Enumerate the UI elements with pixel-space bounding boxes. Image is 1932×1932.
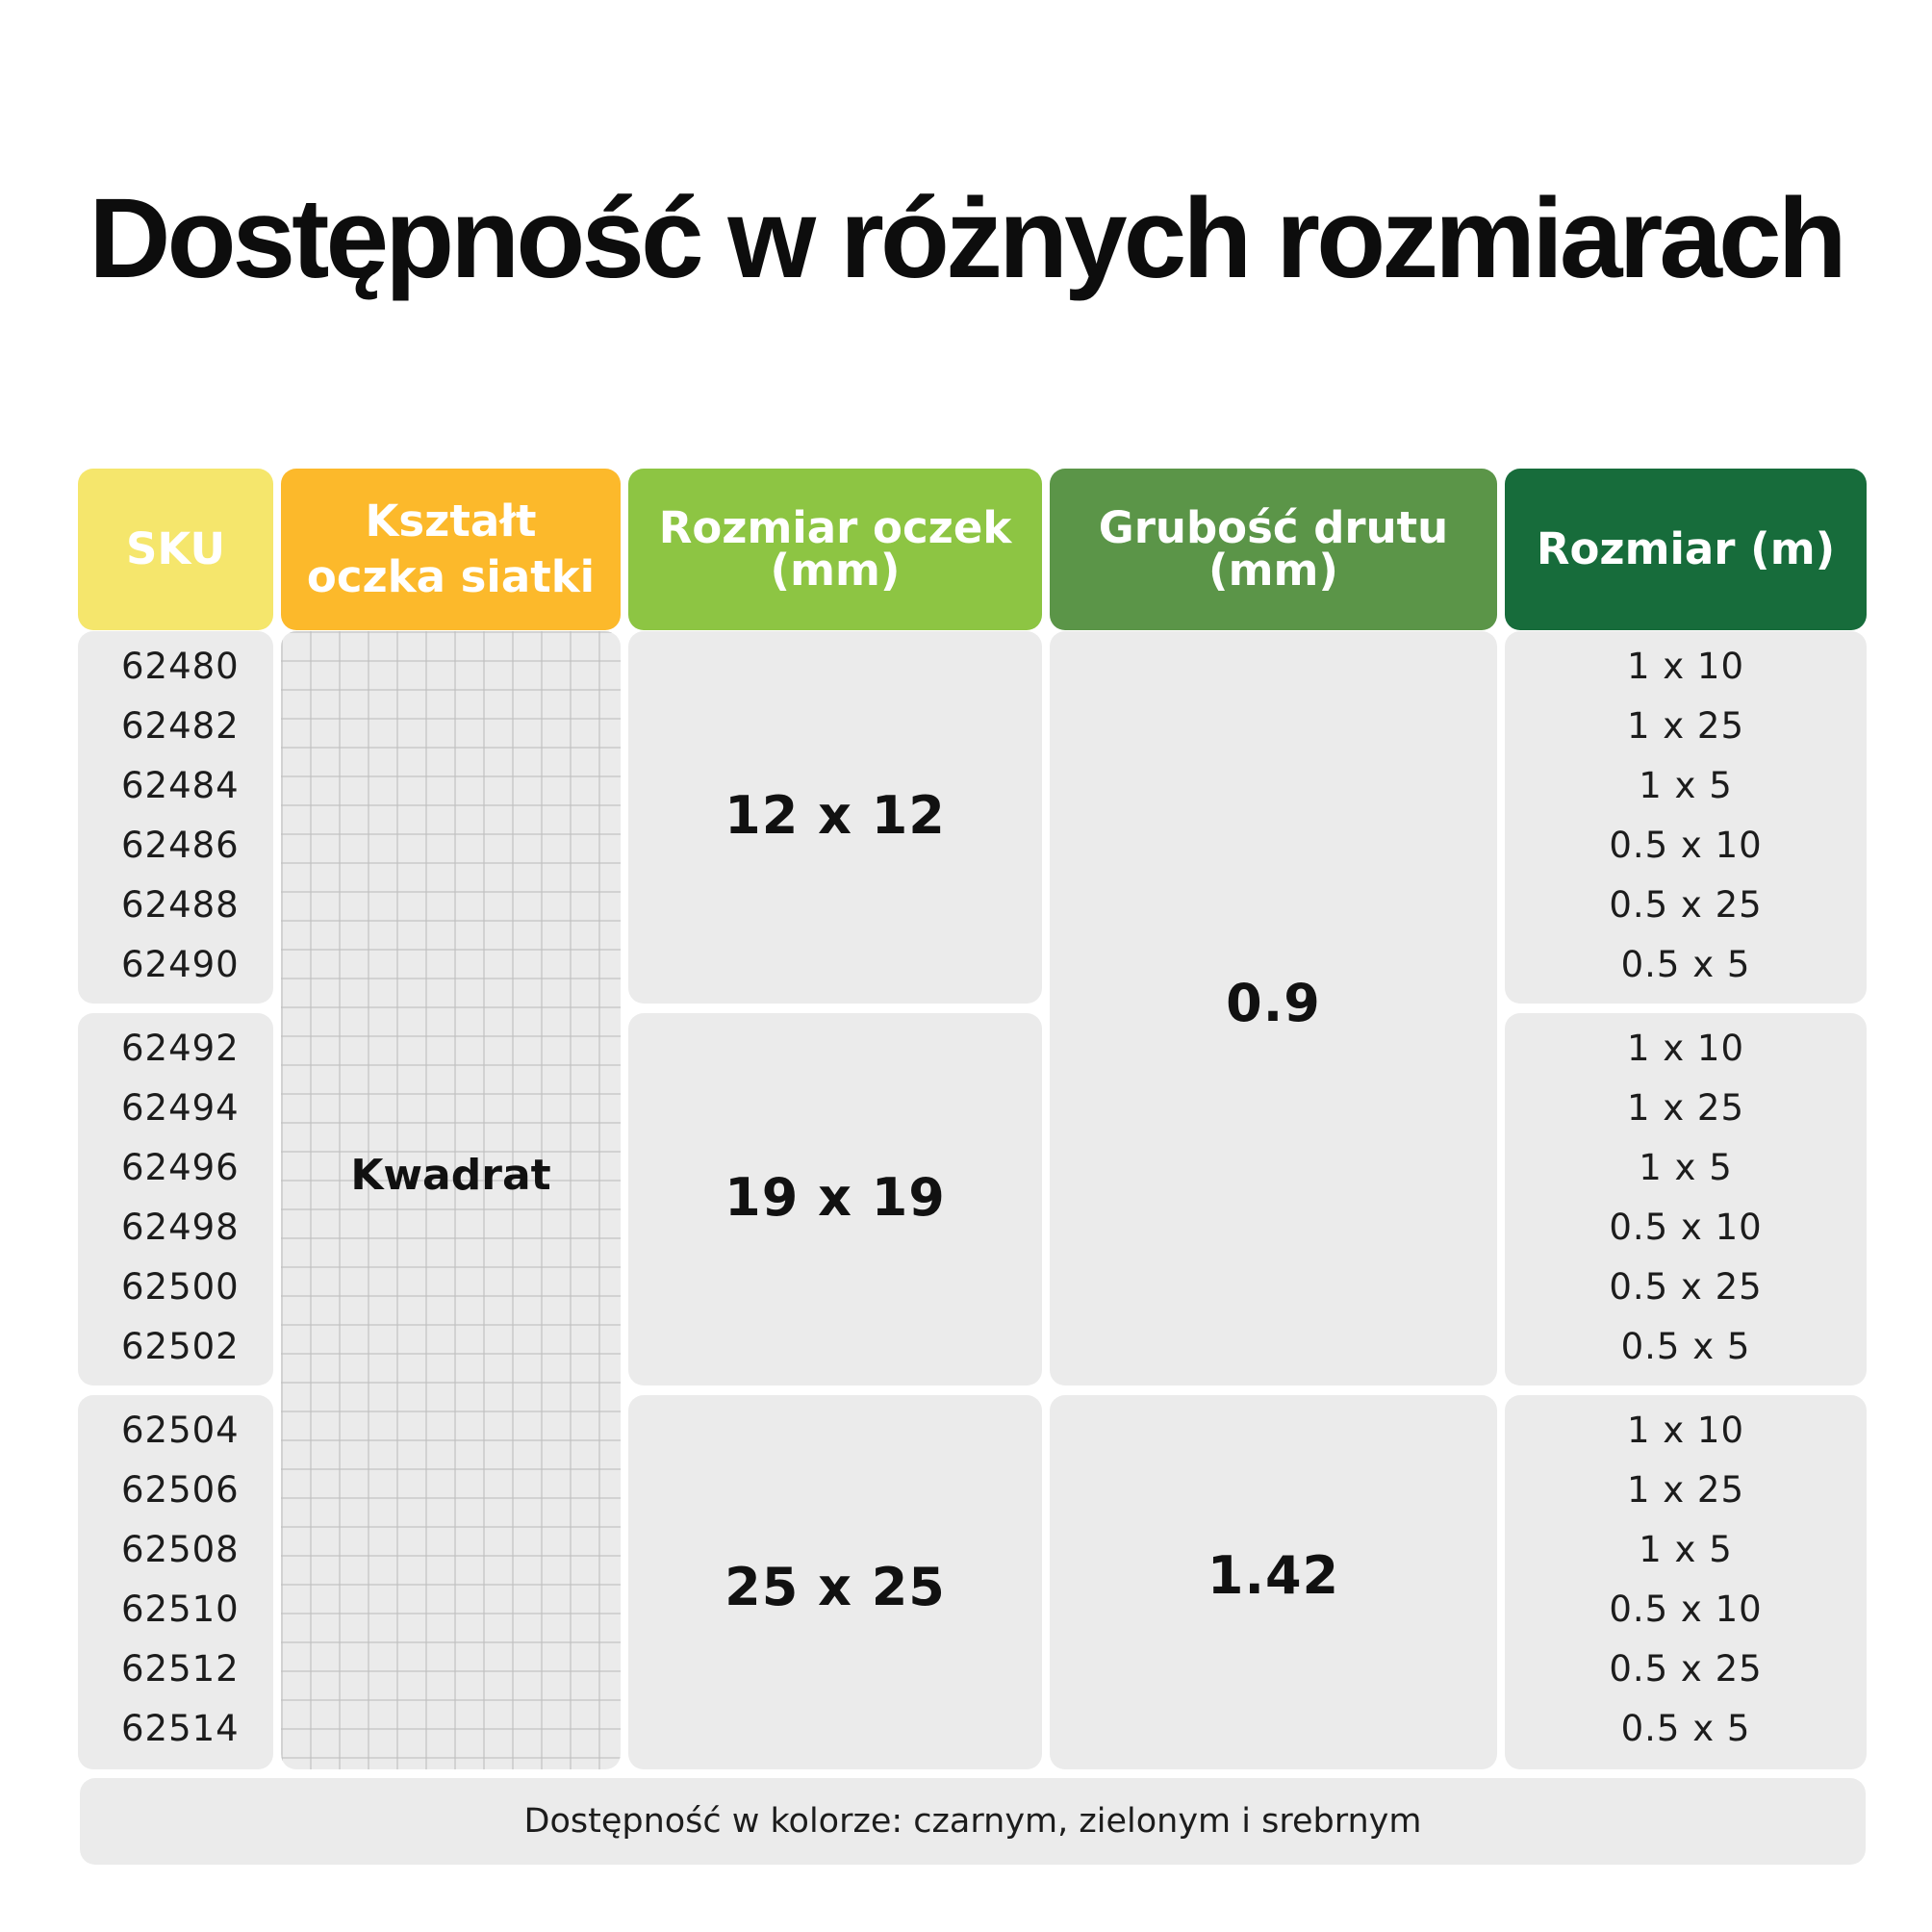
size-cell: 1 x 5: [1639, 765, 1733, 806]
sku-cell: 62486: [121, 825, 240, 866]
sku-group-3: 62504 62506 62508 62510 62512 62514: [78, 1395, 273, 1769]
sku-cell: 62506: [121, 1469, 240, 1511]
sku-cell: 62492: [121, 1028, 240, 1069]
header-shape-line1: Kształt: [365, 496, 537, 547]
size-cell: 0.5 x 5: [1620, 1708, 1751, 1749]
size-cell: 0.5 x 10: [1609, 1589, 1763, 1630]
header-mesh-line1: Rozmiar oczek: [658, 502, 1012, 553]
header-wire-line1: Grubość drutu: [1098, 502, 1449, 553]
size-cell: 1 x 25: [1626, 1469, 1745, 1511]
header-shape-line2: oczka siatki: [306, 551, 596, 602]
header-size: Rozmiar (m): [1505, 469, 1867, 630]
size-cell: 1 x 10: [1626, 646, 1745, 687]
wire-thickness-value: 1.42: [1207, 1545, 1340, 1606]
size-group-3: 1 x 10 1 x 25 1 x 5 0.5 x 10 0.5 x 25 0.…: [1505, 1395, 1867, 1769]
sku-cell: 62504: [121, 1410, 240, 1451]
size-group-1: 1 x 10 1 x 25 1 x 5 0.5 x 10 0.5 x 25 0.…: [1505, 631, 1867, 1004]
wire-thickness-value: 0.9: [1226, 973, 1321, 1033]
sku-cell: 62510: [121, 1589, 240, 1630]
header-mesh-line2: (mm): [770, 545, 901, 596]
sku-cell: 62514: [121, 1708, 240, 1749]
mesh-size-cell-2: 19 x 19: [628, 1013, 1042, 1385]
sku-cell: 62502: [121, 1326, 240, 1367]
sku-cell: 62490: [121, 944, 240, 985]
size-cell: 1 x 5: [1639, 1529, 1733, 1570]
color-availability-text: Dostępność w kolorze: czarnym, zielonym …: [523, 1802, 1422, 1841]
size-cell: 0.5 x 5: [1620, 1326, 1751, 1367]
mesh-shape-value: Kwadrat: [350, 1151, 551, 1200]
color-availability-note: Dostępność w kolorze: czarnym, zielonym …: [80, 1778, 1866, 1865]
size-cell: 0.5 x 25: [1609, 1266, 1763, 1308]
page-title: Dostępność w różnych rozmiarach: [89, 175, 1846, 302]
wire-thickness-cell-1: 0.9: [1050, 631, 1497, 1385]
size-cell: 0.5 x 10: [1609, 825, 1763, 866]
header-size-label: Rozmiar (m): [1536, 523, 1836, 574]
size-group-2: 1 x 10 1 x 25 1 x 5 0.5 x 10 0.5 x 25 0.…: [1505, 1013, 1867, 1385]
mesh-size-value: 19 x 19: [724, 1167, 946, 1228]
header-mesh-size: Rozmiar oczek (mm): [628, 469, 1042, 630]
mesh-size-value: 12 x 12: [724, 785, 946, 846]
sku-cell: 62488: [121, 884, 240, 926]
sku-group-2: 62492 62494 62496 62498 62500 62502: [78, 1013, 273, 1385]
size-cell: 1 x 5: [1639, 1147, 1733, 1188]
size-cell: 1 x 25: [1626, 705, 1745, 747]
size-cell: 1 x 10: [1626, 1410, 1745, 1451]
mesh-size-cell-3: 25 x 25: [628, 1395, 1042, 1769]
mesh-size-value: 25 x 25: [724, 1557, 946, 1617]
size-cell: 0.5 x 25: [1609, 1648, 1763, 1690]
mesh-size-cell-1: 12 x 12: [628, 631, 1042, 1004]
header-shape: Kształt oczka siatki: [281, 469, 621, 630]
header-sku: SKU: [78, 469, 273, 630]
header-sku-label: SKU: [125, 523, 226, 574]
sku-cell: 62508: [121, 1529, 240, 1570]
sku-cell: 62494: [121, 1087, 240, 1129]
sku-cell: 62484: [121, 765, 240, 806]
mesh-shape-cell: Kwadrat: [281, 631, 621, 1769]
size-cell: 1 x 25: [1626, 1087, 1745, 1129]
sku-cell: 62512: [121, 1648, 240, 1690]
header-wire-thickness: Grubość drutu (mm): [1050, 469, 1497, 630]
sku-cell: 62480: [121, 646, 240, 687]
size-cell: 0.5 x 10: [1609, 1207, 1763, 1248]
header-wire-line2: (mm): [1208, 545, 1338, 596]
sku-cell: 62496: [121, 1147, 240, 1188]
size-cell: 1 x 10: [1626, 1028, 1745, 1069]
sku-cell: 62500: [121, 1266, 240, 1308]
size-cell: 0.5 x 5: [1620, 944, 1751, 985]
sku-cell: 62498: [121, 1207, 240, 1248]
size-cell: 0.5 x 25: [1609, 884, 1763, 926]
wire-thickness-cell-2: 1.42: [1050, 1395, 1497, 1769]
sku-cell: 62482: [121, 705, 240, 747]
sku-group-1: 62480 62482 62484 62486 62488 62490: [78, 631, 273, 1004]
